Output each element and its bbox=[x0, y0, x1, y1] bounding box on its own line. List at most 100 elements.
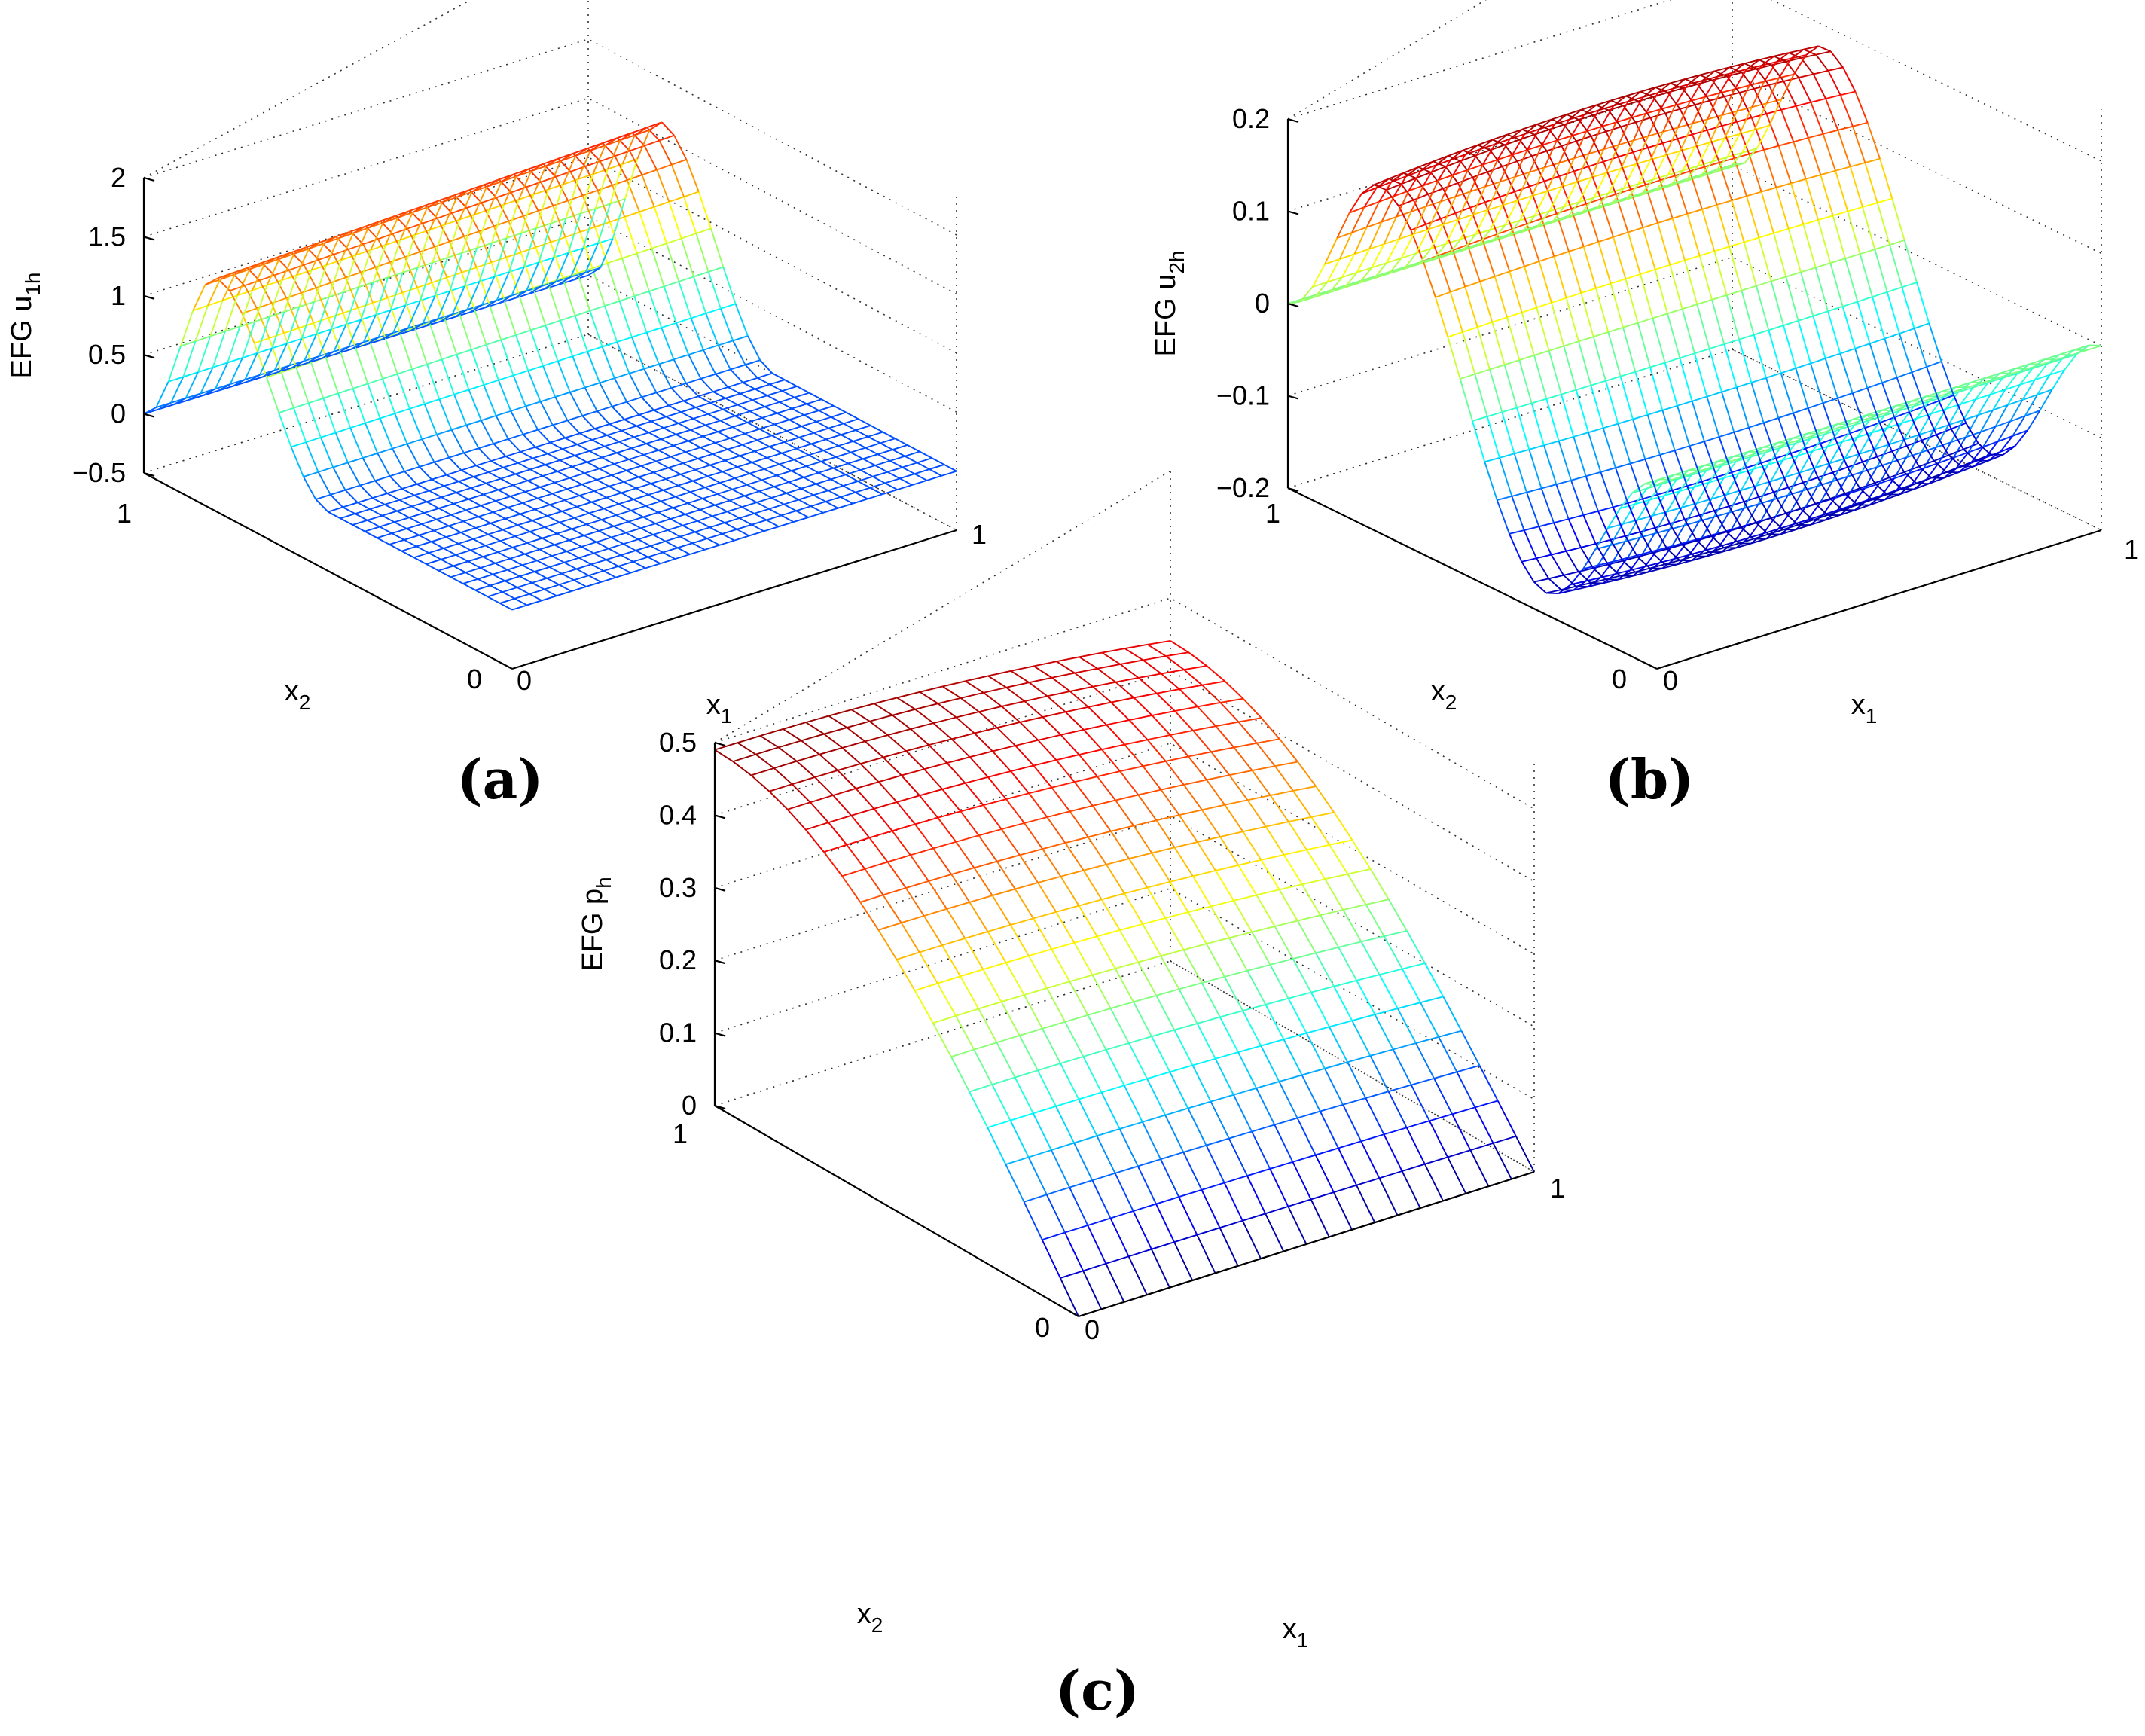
mesh-segment bbox=[412, 363, 428, 370]
mesh-segment bbox=[1320, 1103, 1344, 1112]
mesh-segment bbox=[1155, 819, 1176, 848]
mesh-segment bbox=[1677, 138, 1691, 172]
mesh-segment bbox=[857, 481, 871, 489]
mesh-segment bbox=[554, 539, 570, 546]
mesh-segment bbox=[1028, 682, 1048, 697]
mesh-segment bbox=[1009, 1120, 1030, 1158]
mesh-segment bbox=[1581, 287, 1597, 294]
mesh-segment bbox=[306, 355, 320, 364]
mesh-segment bbox=[1147, 734, 1170, 741]
mesh-segment bbox=[1192, 730, 1212, 752]
mesh-segment bbox=[534, 571, 548, 579]
mesh-segment bbox=[1111, 697, 1134, 703]
mesh-segment bbox=[1822, 423, 1838, 430]
mesh-segment bbox=[446, 469, 462, 476]
mesh-segment bbox=[757, 377, 770, 386]
mesh-segment bbox=[1310, 816, 1331, 846]
mesh-segment bbox=[725, 392, 741, 399]
mesh-segment bbox=[755, 746, 779, 755]
mesh-segment bbox=[221, 273, 236, 301]
mesh-segment bbox=[1015, 739, 1039, 746]
mesh-segment bbox=[472, 538, 487, 547]
mesh-segment bbox=[355, 227, 369, 255]
mesh-segment bbox=[1422, 261, 1436, 298]
mesh-segment bbox=[1521, 561, 1535, 583]
mesh-segment bbox=[2076, 344, 2090, 355]
mesh-segment bbox=[520, 513, 533, 522]
mesh-segment bbox=[1388, 1084, 1412, 1093]
mesh-segment bbox=[395, 328, 409, 337]
mesh-segment bbox=[707, 475, 721, 484]
mesh-segment bbox=[408, 517, 423, 525]
mesh-segment bbox=[660, 496, 676, 502]
mesh-segment bbox=[1603, 423, 1619, 429]
mesh-segment bbox=[1785, 508, 1801, 514]
mesh-segment bbox=[1147, 644, 1167, 657]
mesh-segment bbox=[1531, 155, 1545, 182]
x1-tick-label: 0 bbox=[517, 665, 532, 696]
mesh-segment bbox=[1147, 880, 1170, 889]
mesh-segment bbox=[1765, 372, 1781, 379]
mesh-segment bbox=[1533, 349, 1549, 356]
mesh-segment bbox=[653, 467, 669, 474]
mesh-segment bbox=[1403, 252, 1417, 270]
mesh-segment bbox=[757, 372, 773, 379]
mesh-segment bbox=[695, 407, 709, 415]
mesh-segment bbox=[1645, 108, 1661, 114]
mesh-segment bbox=[1748, 422, 1764, 429]
mesh-segment bbox=[1790, 447, 1806, 454]
mesh-segment bbox=[224, 294, 239, 332]
mesh-segment bbox=[887, 854, 911, 863]
mesh-segment bbox=[438, 569, 451, 578]
mesh-segment bbox=[1814, 462, 1830, 469]
mesh-segment bbox=[1799, 450, 1814, 473]
mesh-segment bbox=[789, 476, 804, 483]
mesh-segment bbox=[1632, 419, 1646, 460]
mesh-segment bbox=[1659, 450, 1675, 456]
mesh-segment bbox=[1832, 215, 1846, 259]
mesh-segment bbox=[1528, 449, 1542, 489]
mesh-segment bbox=[599, 468, 612, 476]
mesh-segment bbox=[1481, 239, 1496, 277]
mesh-segment bbox=[667, 524, 683, 531]
mesh-segment bbox=[1064, 1232, 1084, 1271]
mesh-segment bbox=[1674, 170, 1690, 177]
mesh-segment bbox=[581, 415, 596, 429]
mesh-segment bbox=[1790, 453, 1804, 484]
mesh-segment bbox=[676, 322, 690, 355]
mesh-segment bbox=[2049, 369, 2065, 376]
mesh-segment bbox=[579, 428, 595, 435]
mesh-segment bbox=[493, 511, 506, 520]
mesh-segment bbox=[1689, 166, 1705, 172]
mesh-segment bbox=[1872, 291, 1887, 298]
mesh-segment bbox=[1632, 413, 1648, 420]
mesh-segment bbox=[1790, 178, 1806, 185]
mesh-segment bbox=[1033, 764, 1053, 789]
mesh-segment bbox=[778, 740, 802, 749]
mesh-segment bbox=[1576, 176, 1592, 183]
mesh-segment bbox=[1710, 477, 1725, 499]
mesh-segment bbox=[1420, 160, 1434, 172]
mesh-segment bbox=[859, 469, 874, 477]
mesh-segment bbox=[665, 535, 681, 542]
mesh-segment bbox=[810, 438, 827, 445]
mesh-segment bbox=[1802, 482, 1817, 505]
mesh-segment bbox=[493, 438, 509, 444]
mesh-segment bbox=[1502, 160, 1518, 168]
mesh-segment bbox=[950, 738, 971, 758]
mesh-segment bbox=[1503, 365, 1518, 408]
mesh-segment bbox=[1933, 460, 1947, 473]
mesh-segment bbox=[766, 457, 780, 465]
mesh-segment bbox=[736, 528, 750, 537]
mesh-segment bbox=[614, 372, 630, 380]
mesh-segment bbox=[664, 280, 679, 288]
mesh-segment bbox=[1822, 133, 1836, 172]
mesh-segment bbox=[478, 447, 492, 462]
mesh-segment bbox=[1768, 99, 1783, 127]
mesh-segment bbox=[1867, 382, 1883, 389]
mesh-segment bbox=[1670, 259, 1686, 266]
mesh-segment bbox=[320, 432, 336, 438]
x1-axis-label: x1 bbox=[706, 689, 733, 728]
mesh-segment bbox=[448, 456, 462, 471]
mesh-segment bbox=[569, 477, 583, 486]
